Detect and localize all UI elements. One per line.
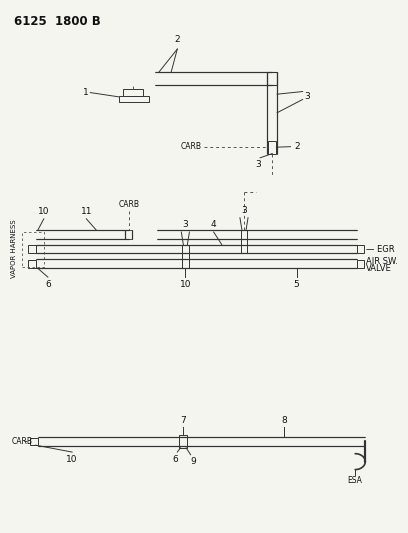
Bar (241, 230, 247, 254)
Text: 10: 10 (67, 455, 78, 464)
Text: 4: 4 (211, 220, 217, 229)
Text: — EGR: — EGR (366, 245, 395, 254)
Bar (22, 232, 44, 266)
Text: 8: 8 (282, 416, 287, 424)
Text: 11: 11 (80, 207, 92, 216)
Text: 6125  1800 B: 6125 1800 B (13, 14, 100, 28)
Bar (123, 90, 143, 96)
Text: 3: 3 (305, 92, 310, 101)
Text: AIR SW.: AIR SW. (366, 257, 398, 266)
Bar (268, 141, 276, 154)
Text: CARB: CARB (180, 142, 202, 151)
Text: 2: 2 (295, 142, 300, 151)
Bar (182, 245, 188, 268)
Bar (267, 72, 277, 85)
Text: 1: 1 (82, 88, 88, 97)
Bar (179, 435, 187, 448)
Text: 3: 3 (255, 160, 261, 169)
Bar (357, 245, 364, 253)
Bar (125, 230, 132, 239)
Text: 6: 6 (172, 455, 178, 464)
Bar (357, 260, 364, 268)
Text: 10: 10 (38, 207, 50, 216)
Text: VAPOR HARNESS: VAPOR HARNESS (11, 220, 16, 278)
Text: 2: 2 (175, 35, 180, 44)
Text: 10: 10 (180, 280, 191, 289)
Bar (29, 260, 36, 268)
Bar (30, 438, 38, 445)
Text: 3: 3 (241, 206, 247, 215)
Text: CARB: CARB (118, 200, 139, 209)
Text: VALVE: VALVE (366, 264, 392, 272)
Text: CARB: CARB (11, 437, 33, 446)
Bar (119, 96, 149, 102)
Text: 3: 3 (182, 220, 188, 229)
Text: 6: 6 (45, 280, 51, 289)
Text: 5: 5 (294, 280, 299, 289)
Text: ESA: ESA (348, 476, 363, 485)
Text: 9: 9 (191, 457, 196, 466)
Text: 7: 7 (180, 416, 186, 424)
Bar (29, 245, 36, 253)
